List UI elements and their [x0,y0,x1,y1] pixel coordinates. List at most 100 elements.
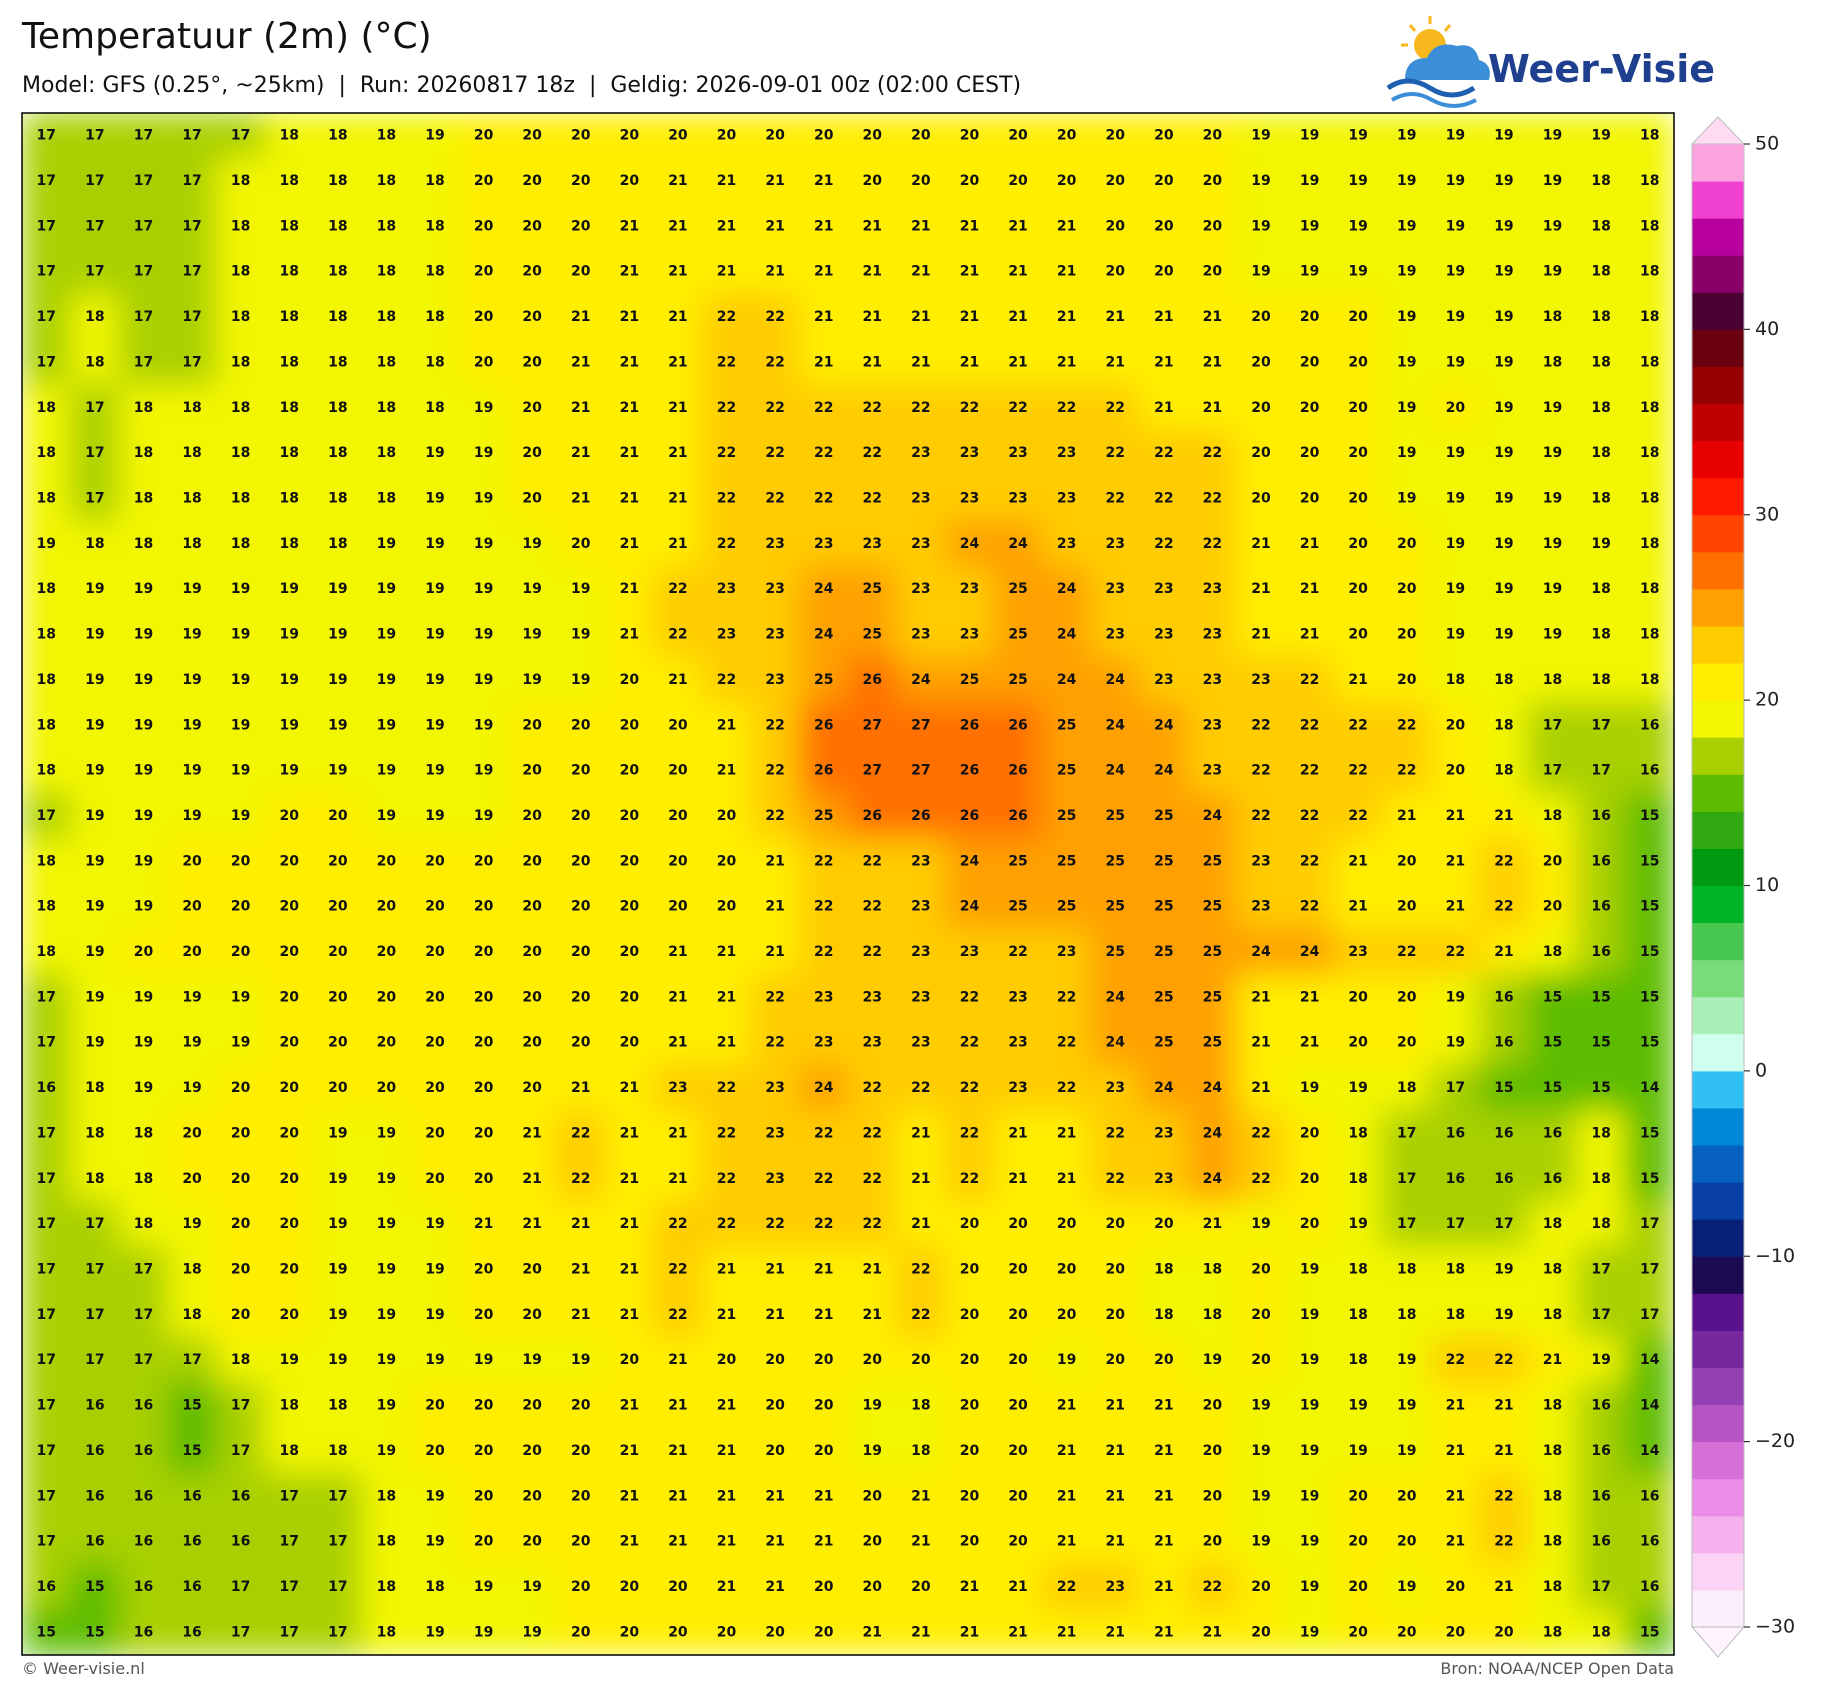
temperature-cell [896,566,946,613]
temperature-cell [798,113,849,159]
temperature-value: 24 [1154,1080,1174,1096]
temperature-cell [167,883,217,930]
temperature-value: 19 [328,763,347,779]
temperature-cell [1624,928,1674,976]
temperature-value: 20 [1203,173,1223,189]
temperature-value: 20 [1203,1534,1223,1550]
temperature-cell [507,747,557,794]
temperature-value: 20 [474,899,494,915]
temperature-cell [1284,1337,1335,1384]
temperature-value: 19 [134,989,153,1005]
temperature-cell [993,792,1043,840]
temperature-value: 19 [377,1443,396,1459]
temperature-cell [1576,974,1626,1021]
temperature-cell [1333,656,1383,704]
temperature-value: 16 [182,1624,201,1640]
temperature-cell [1624,1291,1674,1339]
temperature-value: 21 [1008,218,1027,234]
temperature-cell [1576,1609,1626,1655]
temperature-value: 20 [1446,717,1466,733]
temperature-value: 21 [960,309,979,325]
temperature-cell [1333,293,1383,341]
temperature-cell [750,838,800,885]
temperature-value: 16 [85,1534,104,1550]
temperature-cell [993,1019,1043,1066]
temperature-value: 18 [377,491,396,507]
temperature-cell [167,974,217,1021]
temperature-value: 25 [1008,581,1027,597]
temperature-cell [896,1064,946,1112]
temperature-cell [1430,203,1481,250]
temperature-value: 18 [377,445,396,461]
temperature-cell [1187,1518,1238,1565]
temperature-cell [1430,611,1481,658]
temperature-cell [993,1609,1043,1655]
temperature-cell [507,1155,557,1202]
temperature-cell [264,838,315,885]
temperature-cell [653,566,703,613]
temperature-value: 20 [279,853,299,869]
temperature-cell [1139,566,1189,613]
temperature-cell [701,1427,752,1475]
temperature-cell [604,656,655,704]
temperature-value: 18 [37,491,56,507]
temperature-value: 19 [571,1352,590,1368]
temperature-cell [22,203,72,250]
colorbar-band [1692,700,1744,738]
temperature-cell [1576,1382,1626,1429]
temperature-cell [264,928,315,976]
temperature-value: 23 [814,536,833,552]
temperature-value: 19 [1251,1398,1270,1414]
temperature-value: 19 [1397,128,1416,144]
temperature-cell [70,1155,120,1202]
temperature-cell [22,792,72,840]
temperature-cell [1381,974,1432,1021]
temperature-value: 24 [1105,763,1125,779]
temperature-cell [361,611,412,658]
temperature-value: 19 [1251,264,1270,280]
temperature-cell [653,1427,703,1475]
temperature-cell [264,1200,315,1248]
temperature-cell [604,248,655,295]
temperature-value: 20 [620,1352,640,1368]
temperature-cell [313,1473,363,1520]
temperature-cell [653,520,703,568]
temperature-value: 21 [668,989,687,1005]
temperature-value: 19 [377,808,396,824]
temperature-cell [361,1518,412,1565]
temperature-cell [215,838,266,885]
temperature-value: 19 [1348,173,1367,189]
temperature-value: 20 [1105,1262,1125,1278]
temperature-cell [944,203,995,250]
temperature-cell [313,1155,363,1202]
temperature-cell [264,113,315,159]
temperature-cell [70,157,120,205]
temperature-cell [410,1246,460,1293]
temperature-cell [896,384,946,431]
temperature-value: 22 [960,989,979,1005]
colorbar-tick-label: 20 [1755,689,1779,711]
temperature-value: 20 [717,128,737,144]
temperature-value: 18 [37,400,56,416]
temperature-cell [1284,792,1335,840]
temperature-cell [1284,1019,1335,1066]
temperature-value: 18 [134,445,153,461]
temperature-value: 21 [1251,581,1270,597]
temperature-cell [1624,1110,1674,1157]
temperature-value: 23 [1057,445,1076,461]
temperature-cell [1479,792,1529,840]
temperature-value: 21 [620,1307,639,1323]
temperature-value: 20 [620,1035,640,1051]
temperature-value: 24 [1203,808,1223,824]
temperature-cell [361,157,412,205]
temperature-value: 27 [863,763,882,779]
temperature-value: 18 [1591,1125,1610,1141]
temperature-cell [1527,429,1578,477]
temperature-value: 18 [911,1398,930,1414]
temperature-value: 17 [37,1035,56,1051]
temperature-value: 21 [522,1125,541,1141]
temperature-value: 22 [863,445,882,461]
temperature-value: 22 [1057,1080,1076,1096]
temperature-value: 18 [425,400,444,416]
temperature-value: 23 [1203,717,1222,733]
